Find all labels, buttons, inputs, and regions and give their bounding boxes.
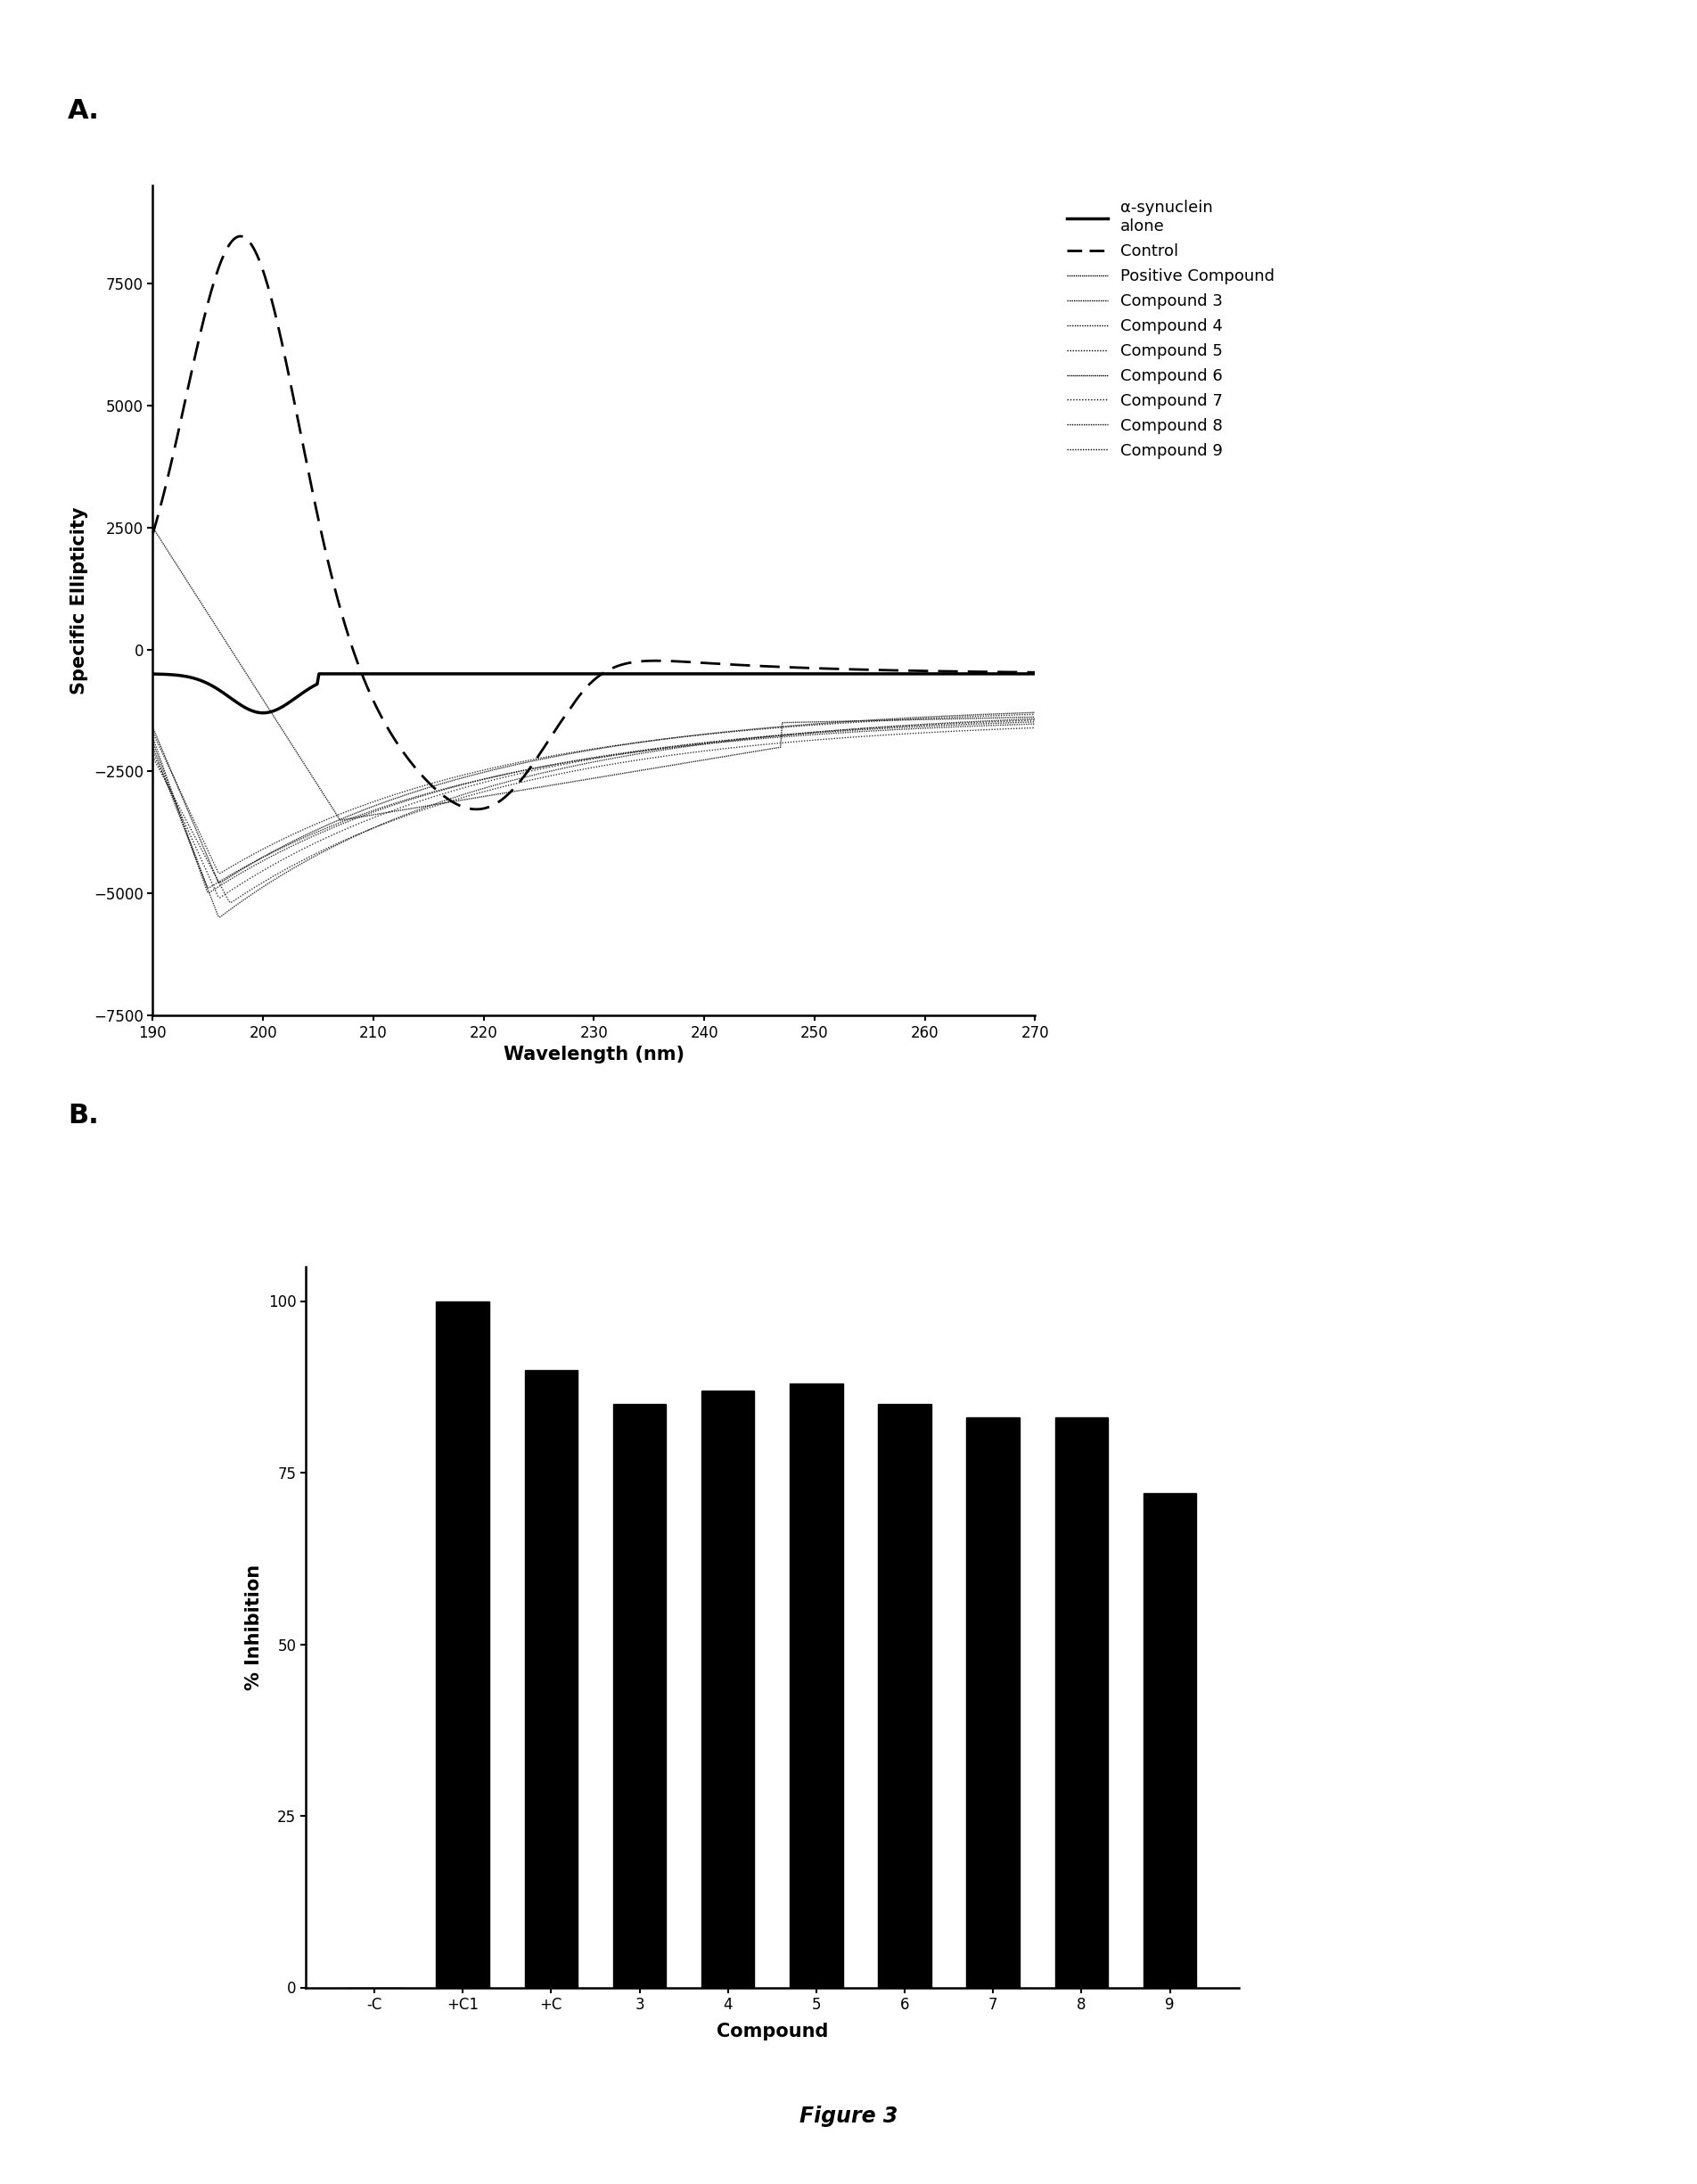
Bar bbox=[524, 1369, 577, 1987]
Y-axis label: % Inhibition: % Inhibition bbox=[244, 1564, 263, 1690]
Y-axis label: Specific Ellipticity: Specific Ellipticity bbox=[71, 507, 88, 695]
Bar bbox=[1056, 1417, 1108, 1987]
Text: A.: A. bbox=[68, 98, 100, 124]
Bar bbox=[613, 1404, 665, 1987]
X-axis label: Compound: Compound bbox=[716, 2022, 828, 2040]
Text: B.: B. bbox=[68, 1103, 98, 1129]
Legend: α-synuclein
alone, Control, Positive Compound, Compound 3, Compound 4, Compound : α-synuclein alone, Control, Positive Com… bbox=[1061, 194, 1281, 465]
Bar bbox=[789, 1382, 843, 1987]
Bar bbox=[1144, 1494, 1196, 1987]
Text: Figure 3: Figure 3 bbox=[799, 2105, 898, 2127]
Bar bbox=[436, 1302, 489, 1987]
Bar bbox=[879, 1404, 932, 1987]
X-axis label: Wavelength (nm): Wavelength (nm) bbox=[504, 1046, 684, 1064]
Bar bbox=[967, 1417, 1020, 1987]
Bar bbox=[701, 1391, 755, 1987]
